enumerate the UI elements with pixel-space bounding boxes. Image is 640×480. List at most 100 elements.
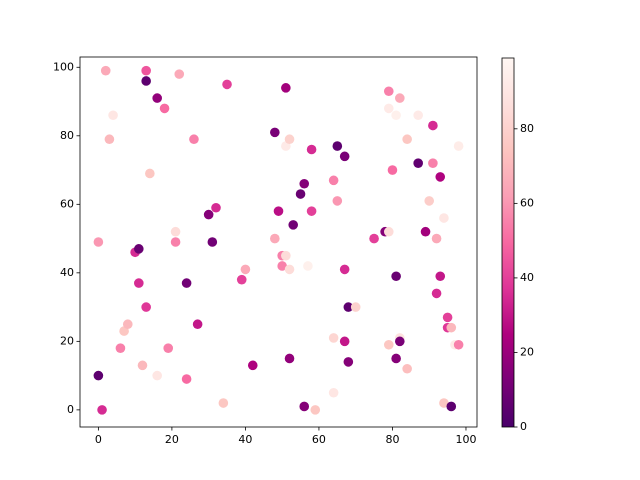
point xyxy=(134,278,144,288)
point xyxy=(383,339,394,350)
point xyxy=(383,86,394,97)
x-tick-label: 60 xyxy=(312,433,326,446)
point xyxy=(299,178,310,189)
point xyxy=(402,363,412,374)
colorbar-tick-label: 80 xyxy=(520,122,534,135)
point xyxy=(192,319,203,330)
y-tick-label: 60 xyxy=(60,197,74,210)
point xyxy=(391,271,401,282)
point xyxy=(332,196,343,206)
x-tick-label: 40 xyxy=(238,433,252,446)
point xyxy=(115,343,126,354)
point xyxy=(328,387,339,398)
y-tick-label: 100 xyxy=(53,60,74,73)
point xyxy=(181,374,192,384)
point xyxy=(442,312,453,323)
point xyxy=(387,165,398,175)
point xyxy=(97,405,107,415)
point xyxy=(343,357,354,367)
point xyxy=(145,168,155,179)
point xyxy=(281,250,291,261)
point xyxy=(435,271,446,282)
point xyxy=(328,333,339,343)
point xyxy=(163,343,174,354)
point xyxy=(104,134,115,145)
point xyxy=(303,261,313,271)
y-tick-label: 20 xyxy=(60,334,74,347)
point xyxy=(174,69,185,79)
point xyxy=(299,401,310,412)
point xyxy=(203,209,214,220)
point xyxy=(413,158,423,169)
point xyxy=(236,274,247,285)
point xyxy=(141,302,151,312)
point xyxy=(277,261,287,271)
point xyxy=(339,336,350,347)
point xyxy=(369,233,379,244)
point xyxy=(328,175,339,186)
point xyxy=(446,322,457,333)
point xyxy=(284,353,295,364)
y-tick-label: 80 xyxy=(60,129,74,142)
point xyxy=(453,141,464,151)
point xyxy=(383,103,394,114)
point xyxy=(270,127,280,138)
point xyxy=(141,76,151,86)
point xyxy=(247,360,258,371)
point xyxy=(137,360,148,371)
point xyxy=(446,401,457,412)
point xyxy=(431,288,442,299)
point xyxy=(93,237,104,247)
point xyxy=(284,134,295,145)
point xyxy=(391,353,401,364)
colorbar xyxy=(501,57,515,428)
point xyxy=(281,83,291,93)
point xyxy=(395,93,405,103)
point xyxy=(439,398,449,408)
point xyxy=(428,120,438,131)
point xyxy=(428,158,438,169)
point xyxy=(350,302,361,312)
point xyxy=(170,237,181,247)
point xyxy=(222,79,232,90)
colorbar-tick-label: 60 xyxy=(520,196,534,209)
point xyxy=(395,336,405,347)
point xyxy=(306,206,317,216)
colorbar-tick-label: 20 xyxy=(520,345,534,358)
plot-area xyxy=(79,56,478,428)
point xyxy=(240,264,251,275)
point xyxy=(420,226,431,237)
point xyxy=(134,244,144,254)
point xyxy=(310,405,321,415)
point xyxy=(270,233,280,244)
point xyxy=(189,134,199,145)
point xyxy=(100,65,111,76)
x-tick-label: 20 xyxy=(165,433,179,446)
point xyxy=(295,189,306,199)
point xyxy=(122,319,133,330)
point xyxy=(332,141,343,151)
point xyxy=(152,93,162,103)
point xyxy=(273,206,284,216)
point xyxy=(453,339,464,350)
point xyxy=(391,110,401,121)
point xyxy=(284,264,295,275)
x-tick-label: 100 xyxy=(455,433,476,446)
y-tick-label: 0 xyxy=(67,403,74,416)
x-tick-label: 0 xyxy=(95,433,102,446)
colorbar-tick-label: 0 xyxy=(520,420,527,433)
x-tick-label: 80 xyxy=(385,433,399,446)
point xyxy=(413,110,423,121)
point xyxy=(339,151,350,162)
point xyxy=(93,370,104,381)
point xyxy=(211,202,221,213)
point xyxy=(383,226,394,237)
point xyxy=(339,264,350,275)
point xyxy=(152,370,162,381)
point xyxy=(306,144,317,155)
point xyxy=(159,103,170,114)
point xyxy=(431,233,442,244)
colorbar-tick-label: 40 xyxy=(520,271,534,284)
point xyxy=(435,172,446,182)
